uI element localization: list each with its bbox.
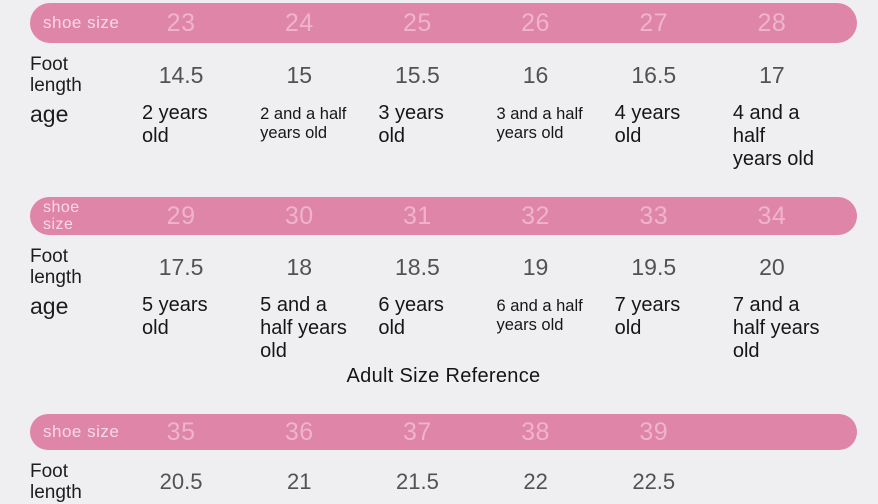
shoe-size-value: 34 [713, 202, 831, 231]
foot-length-value: 22.5 [595, 469, 713, 495]
shoe-size-value: 32 [476, 202, 594, 231]
foot-length-value: 15 [240, 62, 358, 89]
age-value: 3 years old [358, 102, 476, 148]
shoe-size-value: 35 [122, 418, 240, 447]
age-value: 7 years old [595, 294, 713, 340]
foot-length-value: 16 [476, 62, 594, 89]
adult-size-table: shoe size 35 36 37 38 39 Foot length 20.… [30, 414, 857, 504]
adult-size-reference-title: Adult Size Reference [30, 365, 857, 388]
shoe-size-header-bar: shoe size 35 36 37 38 39 [30, 414, 857, 450]
shoe-size-value: 37 [358, 418, 476, 447]
shoe-size-value: 33 [595, 202, 713, 231]
shoe-size-value: 29 [122, 202, 240, 231]
foot-length-value: 15.5 [358, 62, 476, 89]
shoe-size-header-bar: shoe size 29 30 31 32 33 34 [30, 197, 857, 235]
foot-length-row: Foot length 20.5 21 21.5 22 22.5 [30, 461, 857, 504]
foot-length-value: 14.5 [122, 62, 240, 89]
kids-size-table-large: shoe size 29 30 31 32 33 34 Foot length … [30, 197, 857, 363]
shoe-size-value: 30 [240, 202, 358, 231]
shoe-size-header-bar: shoe size 23 24 25 26 27 28 [30, 3, 857, 43]
shoe-size-value: 24 [240, 9, 358, 38]
age-value: 2 and a half years old [240, 102, 358, 143]
shoe-size-label: shoe size [30, 199, 122, 234]
shoe-size-value: 28 [713, 9, 831, 38]
foot-length-value: 17 [713, 62, 831, 89]
age-value: 6 and a half years old [476, 294, 594, 335]
shoe-size-value: 27 [595, 9, 713, 38]
age-label: age [30, 102, 122, 127]
size-chart: shoe size 23 24 25 26 27 28 Foot length … [0, 0, 878, 504]
age-row: age 5 years old 5 and a half years old 6… [30, 294, 857, 364]
foot-length-value: 22 [476, 469, 594, 495]
foot-length-value: 16.5 [595, 62, 713, 89]
age-value: 5 and a half years old [240, 294, 358, 364]
shoe-size-value: 26 [476, 9, 594, 38]
foot-length-value: 21.5 [358, 469, 476, 495]
foot-length-value: 19.5 [595, 254, 713, 281]
shoe-size-label: shoe size [30, 14, 122, 32]
age-value: 5 years old [122, 294, 240, 340]
foot-length-row: Foot length 14.5 15 15.5 16 16.5 17 [30, 54, 857, 97]
shoe-size-value: 23 [122, 9, 240, 38]
foot-length-value: 17.5 [122, 254, 240, 281]
foot-length-value: 20.5 [122, 469, 240, 495]
foot-length-value: 19 [476, 254, 594, 281]
shoe-size-value: 36 [240, 418, 358, 447]
age-value: 4 and a half years old [713, 102, 831, 172]
shoe-size-value: 38 [476, 418, 594, 447]
foot-length-value: 21 [240, 469, 358, 495]
foot-length-label: Foot length [30, 246, 122, 289]
foot-length-row: Foot length 17.5 18 18.5 19 19.5 20 [30, 246, 857, 289]
shoe-size-value: 39 [595, 418, 713, 447]
foot-length-label: Foot length [30, 54, 122, 97]
age-value: 6 years old [358, 294, 476, 340]
age-row: age 2 years old 2 and a half years old 3… [30, 102, 857, 172]
age-value: 7 and a half years old [713, 294, 831, 364]
kids-size-table-small: shoe size 23 24 25 26 27 28 Foot length … [30, 3, 857, 171]
age-label: age [30, 294, 122, 319]
foot-length-value: 20 [713, 254, 831, 281]
shoe-size-value: 31 [358, 202, 476, 231]
age-value: 3 and a half years old [476, 102, 594, 143]
foot-length-label: Foot length [30, 461, 122, 504]
age-value: 4 years old [595, 102, 713, 148]
foot-length-value: 18 [240, 254, 358, 281]
shoe-size-label: shoe size [30, 423, 122, 441]
shoe-size-value: 25 [358, 9, 476, 38]
foot-length-value: 18.5 [358, 254, 476, 281]
age-value: 2 years old [122, 102, 240, 148]
